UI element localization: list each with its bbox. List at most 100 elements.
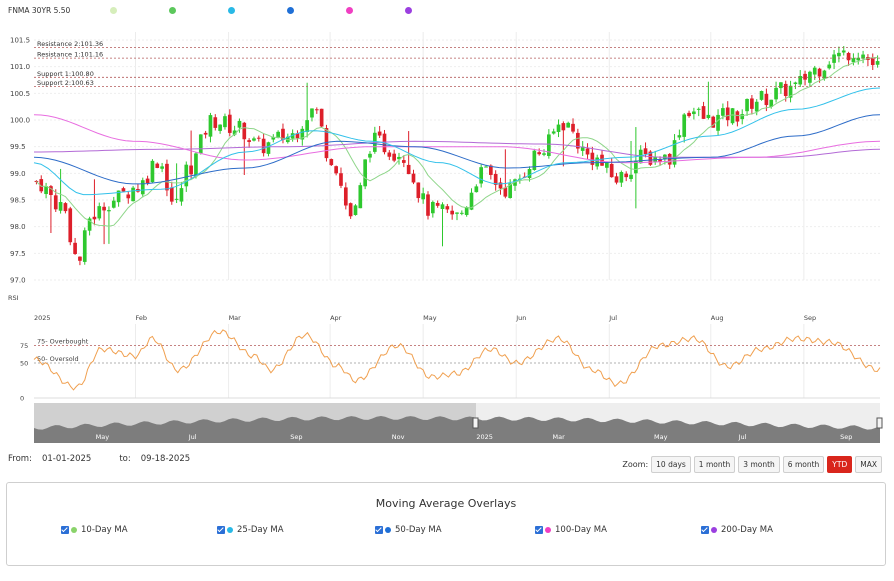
overlays-title: Moving Average Overlays — [375, 497, 517, 510]
price-chart[interactable]: 97.0 97.5 98.0 98.5 99.0 99.5 100.0 100.5 101.0 1… — [0, 0, 894, 450]
zoom-ytd-button[interactable]: YTD — [827, 456, 853, 473]
overlay-ma25[interactable]: 25-Day MA — [217, 525, 284, 535]
navigator-handle-left[interactable] — [472, 417, 479, 429]
ma10-color-dot — [71, 527, 77, 533]
candle-up — [808, 71, 812, 83]
to-date-input[interactable]: 09-18-2025 — [140, 454, 191, 464]
rsi-label: RSI — [8, 294, 19, 302]
candle-up — [174, 198, 179, 200]
candle-down — [803, 73, 807, 80]
candle-up — [841, 50, 846, 53]
candle-up — [266, 142, 271, 154]
navigator-x-tick-label: Sep — [840, 433, 852, 441]
zoom-10-days-button[interactable]: 10 days — [651, 456, 691, 473]
date-range: From: 01-01-2025 to: 09-18-2025 — [8, 454, 208, 464]
candle-up — [788, 85, 793, 98]
legend-dot-ma25[interactable] — [169, 6, 177, 14]
legend-dot-ma200[interactable] — [346, 6, 354, 14]
candle-down — [242, 122, 247, 140]
ma100-color-dot — [545, 527, 551, 533]
candle-down — [73, 242, 77, 255]
candle-up — [837, 52, 841, 57]
candle-down — [648, 151, 653, 165]
ma100-checkbox[interactable] — [535, 526, 543, 534]
ma10-line — [36, 57, 878, 227]
candle-up — [619, 172, 624, 183]
symbol-label: FNMA 30YR 5.50 — [8, 5, 71, 15]
x-tick-label: Feb — [136, 314, 148, 322]
candle-down — [561, 123, 566, 131]
zoom-controls: Zoom: 10 days 1 month 3 month 6 month YT… — [622, 456, 882, 473]
candle-up — [305, 120, 309, 133]
candle-up — [672, 140, 677, 165]
ma50-checkbox[interactable] — [375, 526, 383, 534]
legend-dot-ma50[interactable] — [228, 6, 236, 14]
candle-down — [576, 132, 580, 149]
level-label: Support 2:100.63 — [37, 79, 94, 87]
candle-down — [392, 153, 396, 161]
zoom-max-button[interactable]: MAX — [855, 456, 882, 473]
ma200-label: 200-Day MA — [721, 525, 773, 535]
candle-up — [140, 180, 145, 195]
candle-down — [213, 117, 218, 128]
navigator-handle-right[interactable] — [876, 417, 883, 429]
candle-up — [300, 128, 305, 140]
candle-up — [179, 188, 184, 202]
legend-dot-extra[interactable] — [405, 6, 413, 14]
candle-down — [165, 163, 169, 191]
moving-average-overlays-panel: Moving Average Overlays 10-Day MA 25-Day… — [6, 482, 886, 566]
ma200-color-dot — [711, 527, 717, 533]
candle-down — [261, 138, 266, 154]
ma25-checkbox[interactable] — [217, 526, 225, 534]
candle-down — [343, 187, 348, 206]
zoom-1-month-button[interactable]: 1 month — [693, 456, 736, 473]
candle-up — [208, 115, 213, 137]
candle-up — [605, 162, 609, 168]
candle-up — [358, 185, 363, 209]
candle-up — [131, 187, 135, 202]
candle-down — [281, 128, 285, 140]
y-tick-label: 100.0 — [10, 117, 30, 125]
rsi-line — [33, 329, 881, 391]
y-tick-label: 100.5 — [10, 90, 30, 98]
ma200-checkbox[interactable] — [701, 526, 709, 534]
zoom-3-month-button[interactable]: 3 month — [738, 456, 780, 473]
candle-up — [508, 183, 513, 199]
candle-up — [237, 120, 242, 128]
candle-down — [63, 203, 68, 212]
overlay-ma200[interactable]: 200-Day MA — [701, 525, 773, 535]
candle-down — [537, 152, 542, 155]
y-tick-label: 98.0 — [10, 223, 26, 231]
candle-up — [547, 134, 551, 156]
candle-up — [812, 67, 817, 75]
overlay-ma100[interactable]: 100-Day MA — [535, 525, 607, 535]
ma50-label: 50-Day MA — [395, 525, 442, 535]
candle-down — [658, 159, 662, 163]
x-tick-label: Sep — [804, 314, 816, 322]
candle-up — [455, 212, 459, 214]
overlay-ma10[interactable]: 10-Day MA — [61, 525, 128, 535]
navigator-x-tick-label: Jul — [188, 433, 197, 441]
candle-up — [474, 186, 479, 193]
candle-down — [614, 176, 619, 183]
ma10-checkbox[interactable] — [61, 526, 69, 534]
rsi-y-tick-label: 50 — [20, 360, 28, 368]
zoom-6-month-button[interactable]: 6 month — [782, 456, 825, 473]
candle-up — [682, 114, 687, 137]
navigator-x-tick-label: Nov — [392, 433, 405, 441]
candle-up — [798, 76, 803, 85]
candle-down — [401, 160, 406, 163]
candle-up — [856, 57, 861, 61]
legend-dot-ma10[interactable] — [110, 6, 118, 14]
overlay-ma50[interactable]: 50-Day MA — [375, 525, 442, 535]
candle-up — [430, 201, 435, 214]
candle-up — [223, 116, 227, 128]
candle-up — [566, 122, 571, 128]
candle-down — [435, 202, 440, 206]
x-tick-label: Aug — [711, 314, 724, 322]
from-date-input[interactable]: 01-01-2025 — [41, 454, 92, 464]
candle-down — [783, 83, 788, 96]
x-tick-label: Jul — [608, 314, 617, 322]
candle-down — [203, 132, 208, 135]
legend-dot-ma100[interactable] — [287, 6, 295, 14]
